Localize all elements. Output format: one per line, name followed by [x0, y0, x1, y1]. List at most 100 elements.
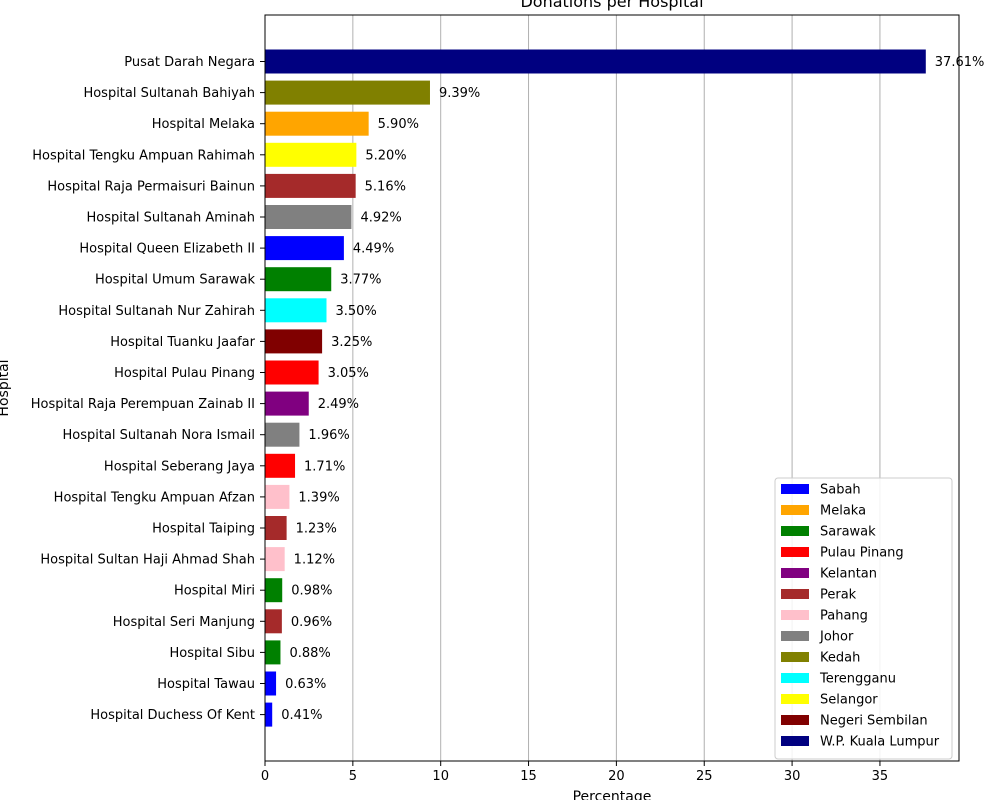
value-label: 1.96% — [308, 428, 349, 443]
value-label: 3.50% — [335, 304, 376, 319]
bar — [265, 547, 285, 572]
bar — [265, 80, 430, 105]
legend-label: Selangor — [820, 693, 878, 708]
y-tick-label: Hospital Sultanah Nur Zahirah — [58, 304, 255, 319]
value-label: 0.63% — [285, 677, 326, 692]
y-tick-label: Hospital Sibu — [169, 646, 255, 661]
y-tick-label: Hospital Raja Perempuan Zainab II — [31, 397, 255, 412]
legend-swatch — [781, 547, 809, 557]
x-tick-label: 0 — [261, 769, 269, 784]
legend-swatch — [781, 505, 809, 515]
y-tick-label: Hospital Pulau Pinang — [114, 366, 255, 381]
y-tick-label: Hospital Tawau — [157, 677, 255, 692]
bar — [265, 671, 277, 696]
bar — [265, 702, 273, 727]
value-label: 1.71% — [304, 459, 345, 474]
y-tick-label: Hospital Sultan Haji Ahmad Shah — [40, 553, 255, 568]
bar — [265, 422, 300, 447]
x-tick-label: 35 — [872, 769, 889, 784]
legend-swatch — [781, 610, 809, 620]
value-labels: 37.61% 9.39% 5.90% 5.20% 5.16% 4.92% 4.49% 3.77… — [281, 55, 984, 723]
legend-label: Terengganu — [819, 672, 896, 687]
value-label: 4.92% — [360, 211, 401, 226]
grid-lines — [352, 15, 881, 761]
legend-swatch — [781, 589, 809, 599]
y-tick-label: Hospital Sultanah Bahiyah — [83, 86, 255, 101]
value-label: 1.39% — [298, 490, 339, 505]
y-tick-label: Hospital Seri Manjung — [113, 615, 255, 630]
bar — [265, 49, 926, 74]
bar — [265, 205, 352, 229]
legend-label: Sabah — [820, 483, 861, 498]
value-label: 1.12% — [294, 553, 335, 568]
legend-swatch — [781, 652, 809, 662]
bar — [265, 298, 327, 323]
y-tick-label: Hospital Sultanah Aminah — [86, 211, 255, 226]
x-tick-label: 25 — [696, 769, 713, 784]
legend-label: Sarawak — [820, 525, 876, 540]
bar — [265, 267, 332, 292]
bar — [265, 484, 290, 509]
bar — [265, 360, 319, 385]
bar — [265, 516, 287, 540]
legend-label: Negeri Sembilan — [820, 714, 928, 729]
value-label: 1.23% — [296, 522, 337, 537]
x-tick-label: 15 — [520, 769, 537, 784]
bar — [265, 236, 344, 261]
y-axis-label: Hospital — [0, 359, 12, 416]
bar — [265, 142, 357, 167]
value-label: 2.49% — [318, 397, 359, 412]
bar — [265, 609, 282, 634]
bar — [265, 640, 281, 665]
y-tick-label: Hospital Sultanah Nora Ismail — [63, 428, 256, 443]
plot-frame — [264, 14, 960, 762]
bar — [265, 111, 369, 136]
legend: Sabah Melaka Sarawak Pulau Pinang Kelantan Pe… — [774, 477, 953, 760]
legend-label: Kedah — [820, 651, 860, 666]
y-tick-label: Hospital Miri — [174, 584, 255, 599]
y-tick-label: Hospital Raja Permaisuri Bainun — [47, 179, 255, 194]
x-axis-ticks: 0 5 10 15 20 25 30 35 — [261, 761, 888, 784]
y-tick-label: Hospital Duchess Of Kent — [90, 708, 255, 723]
x-tick-label: 30 — [784, 769, 801, 784]
legend-label: Johor — [819, 630, 854, 645]
x-tick-label: 5 — [349, 769, 357, 784]
legend-swatch — [781, 484, 809, 494]
bar — [265, 391, 309, 416]
bar — [265, 578, 283, 603]
y-tick-label: Hospital Taiping — [152, 522, 255, 537]
y-tick-label: Hospital Seberang Jaya — [104, 459, 255, 474]
legend-label: Pahang — [820, 609, 868, 624]
value-label: 0.98% — [291, 584, 332, 599]
value-label: 0.41% — [281, 708, 322, 723]
bar — [265, 173, 356, 198]
x-axis-label: Percentage — [573, 789, 652, 800]
legend-swatch — [781, 673, 809, 683]
value-label: 0.88% — [289, 646, 330, 661]
value-label: 3.25% — [331, 335, 372, 350]
y-tick-label: Hospital Melaka — [152, 117, 255, 132]
y-tick-label: Hospital Tuanku Jaafar — [110, 335, 255, 350]
legend-frame — [774, 477, 953, 760]
legend-label: Pulau Pinang — [820, 546, 904, 561]
y-axis-ticks: Pusat Darah Negara Hospital Sultanah Bahi… — [31, 55, 265, 723]
x-tick-label: 20 — [608, 769, 625, 784]
chart-title: Donations per Hospital — [520, 0, 703, 11]
legend-swatch — [781, 694, 809, 704]
legend-label: Perak — [820, 588, 857, 603]
y-tick-label: Hospital Tengku Ampuan Afzan — [54, 490, 255, 505]
value-label: 3.77% — [340, 273, 381, 288]
legend-swatch — [781, 715, 809, 725]
value-label: 9.39% — [439, 86, 480, 101]
y-tick-label: Pusat Darah Negara — [124, 55, 255, 70]
value-label: 37.61% — [935, 55, 985, 70]
legend-swatch — [781, 568, 809, 578]
x-tick-label: 10 — [432, 769, 449, 784]
y-tick-label: Hospital Queen Elizabeth II — [79, 242, 255, 257]
value-label: 4.49% — [353, 242, 394, 257]
y-tick-label: Hospital Tengku Ampuan Rahimah — [32, 148, 255, 163]
legend-swatch — [781, 631, 809, 641]
y-tick-label: Hospital Umum Sarawak — [95, 273, 256, 288]
